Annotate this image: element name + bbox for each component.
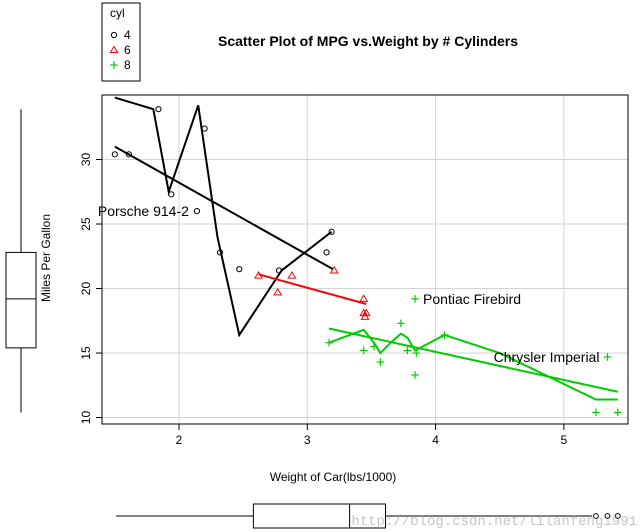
point-cyl-4 xyxy=(323,249,330,256)
marker-triangle xyxy=(109,45,119,54)
point-cyl-6 xyxy=(359,294,369,302)
y-axis-label: Miles Per Gallon xyxy=(39,214,53,302)
point-cyl-4 xyxy=(201,125,208,132)
point-cyl-4 xyxy=(275,267,283,274)
point-cyl-6 xyxy=(329,265,339,274)
marker-triangle xyxy=(360,312,370,320)
point-cyl-6 xyxy=(360,312,370,320)
point-cyl-6 xyxy=(287,271,297,279)
y-tick-label: 10 xyxy=(79,411,93,425)
point-cyl-4 xyxy=(168,191,175,198)
fit-line-cyl-6 xyxy=(258,273,367,305)
legend: cyl 468 xyxy=(101,2,141,82)
annotation-label: Pontiac Firebird xyxy=(423,291,521,307)
chart-title: Scatter Plot of MPG vs.Weight by # Cylin… xyxy=(218,33,518,49)
point-cyl-4 xyxy=(111,151,118,158)
marker-circle xyxy=(323,249,330,256)
marker-triangle xyxy=(359,294,369,302)
x-boxplot-outlier xyxy=(614,513,621,519)
point-cyl-6 xyxy=(254,271,263,279)
marginal-boxplots xyxy=(5,109,621,529)
point-cyl-8 xyxy=(440,331,449,339)
point-cyl-8 xyxy=(376,358,385,366)
marker-circle xyxy=(193,208,201,215)
point-cyl-8 xyxy=(412,349,421,357)
point-cyl-8 xyxy=(613,408,622,417)
legend-box xyxy=(101,2,141,82)
smooth-curve-cyl-4 xyxy=(114,96,333,338)
marker-circle xyxy=(110,31,118,39)
point-cyl-8 xyxy=(411,295,419,303)
x-axis-label: Weight of Car(lbs/1000) xyxy=(270,470,397,484)
marker-circle xyxy=(216,249,224,256)
x-tick-label: 3 xyxy=(304,433,311,447)
point-cyl-4 xyxy=(193,208,201,215)
point-cyl-4 xyxy=(236,266,243,273)
legend-marker-cyl-8 xyxy=(110,61,118,69)
data-points xyxy=(111,106,622,417)
legend-marker-cyl-6 xyxy=(109,45,119,54)
marker-circle xyxy=(328,228,335,235)
fit-line-cyl-8 xyxy=(328,327,618,393)
point-cyl-8 xyxy=(592,408,600,417)
x-boxplot-outlier xyxy=(593,513,599,519)
y-tick-label: 30 xyxy=(79,153,93,167)
x-boxplot-outlier xyxy=(604,513,611,519)
watermark: http://blog.csdn.net/lilanfeng1991 xyxy=(351,514,637,530)
x-boxplot-box xyxy=(252,503,387,529)
gridlines xyxy=(102,95,628,424)
point-cyl-4 xyxy=(216,249,224,256)
point-cyl-8 xyxy=(403,346,412,355)
marker-triangle xyxy=(329,265,339,274)
point-cyl-6 xyxy=(273,287,283,296)
point-cyl-4 xyxy=(155,106,162,113)
smooth-curve-cyl-8 xyxy=(328,328,618,401)
point-cyl-8 xyxy=(370,342,378,351)
point-cyl-8 xyxy=(411,371,419,379)
axes: 2 3 4 5 10 15 20 25 30 xyxy=(79,153,568,447)
point-cyl-8 xyxy=(397,319,405,328)
point-cyl-4 xyxy=(125,151,133,158)
fit-line-cyl-4 xyxy=(114,145,334,271)
marker-circle xyxy=(155,106,162,113)
legend-label-cyl-4: 4 xyxy=(124,28,131,42)
plot-area-border xyxy=(101,94,629,425)
point-cyl-4 xyxy=(328,228,335,235)
point-annotations: Porsche 914-2 Pontiac Firebird Chrysler Im… xyxy=(98,203,600,365)
point-cyl-8 xyxy=(603,353,612,361)
marker-circle xyxy=(111,151,118,158)
legend-title: cyl xyxy=(110,6,125,20)
point-cyl-8 xyxy=(325,338,333,347)
x-tick-label: 4 xyxy=(432,433,439,447)
annotation-label: Chrysler Imperial xyxy=(494,349,600,365)
marker-circle xyxy=(125,151,133,158)
marker-triangle xyxy=(254,271,263,279)
legend-marker-cyl-4 xyxy=(110,31,118,39)
marker-circle xyxy=(275,267,283,274)
y-tick-label: 15 xyxy=(79,346,93,360)
marker-circle xyxy=(236,266,243,273)
marker-triangle xyxy=(287,271,297,279)
marker-triangle xyxy=(273,287,283,296)
x-tick-label: 5 xyxy=(561,433,568,447)
y-tick-label: 25 xyxy=(79,217,93,231)
y-tick-label: 20 xyxy=(79,282,93,296)
legend-label-cyl-8: 8 xyxy=(124,58,131,72)
legend-label-cyl-6: 6 xyxy=(124,43,131,57)
fit-lines xyxy=(114,96,618,401)
x-tick-label: 2 xyxy=(176,433,183,447)
marker-circle xyxy=(201,125,208,132)
annotation-label: Porsche 914-2 xyxy=(98,203,189,219)
point-cyl-8 xyxy=(359,346,368,355)
y-boxplot-box xyxy=(5,251,37,349)
marker-circle xyxy=(168,191,175,198)
